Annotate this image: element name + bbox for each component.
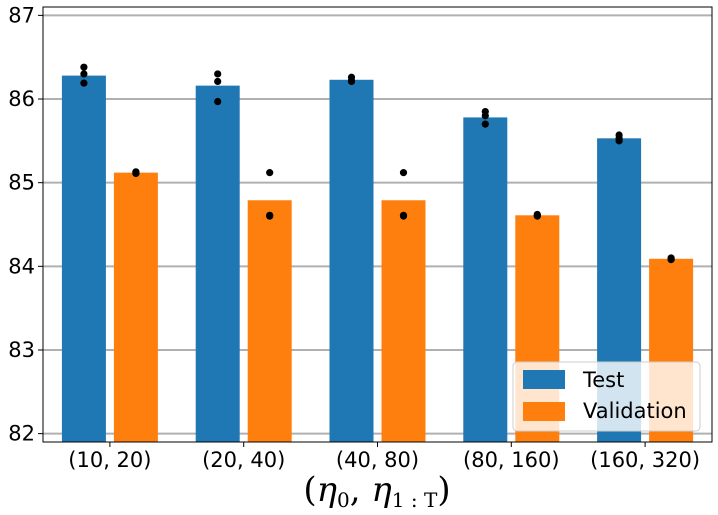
x-tick-label-3: (80, 160): [463, 448, 560, 472]
y-tick-label-86: 86: [8, 87, 35, 111]
point-test-0-1: [80, 70, 88, 78]
bar-validation-2: [381, 200, 426, 442]
x-axis-label-separator: ,: [350, 470, 372, 510]
x-tick-label-2: (40, 80): [336, 448, 419, 472]
point-validation-4-2: [667, 256, 675, 264]
y-tick-label-87: 87: [8, 3, 35, 27]
point-validation-2-0: [399, 169, 408, 177]
bar-test-3: [463, 117, 508, 442]
y-tick-label-85: 85: [8, 171, 35, 195]
x-axis-label-sub0: 0: [337, 488, 350, 512]
point-test-1-2: [214, 97, 222, 106]
axis-ticks: 82 83 84 85 86 87 (10, 20) (20, 40) (40, 80) (80,…: [8, 3, 700, 472]
x-axis-label: (η0, η1 : T): [303, 470, 450, 512]
bar-test-1: [195, 85, 240, 442]
x-axis-label-eta1T: η: [371, 470, 392, 510]
legend: Test Validation: [512, 361, 701, 432]
y-tick-label-82: 82: [8, 422, 35, 446]
bar-test-2: [329, 79, 374, 443]
bar-test-0: [61, 75, 106, 442]
data-points: [80, 63, 675, 264]
point-test-3-1: [481, 112, 489, 120]
legend-swatch-test: [523, 370, 565, 389]
point-test-4-2: [615, 137, 623, 145]
x-tick-label-0: (10, 20): [68, 448, 151, 472]
bar-validation-1: [247, 200, 292, 442]
bar-validation-0: [113, 172, 158, 442]
point-validation-1-2: [266, 212, 274, 220]
x-axis-label-open: (: [303, 470, 316, 510]
legend-label-validation: Validation: [583, 399, 687, 423]
legend-swatch-validation: [523, 402, 565, 421]
y-tick-label-83: 83: [8, 338, 35, 362]
x-axis-label-eta0: η: [317, 470, 338, 510]
point-test-2-2: [347, 77, 356, 86]
x-tick-label-4: (160, 320): [590, 448, 700, 472]
y-tick-label-84: 84: [8, 254, 35, 278]
point-validation-0-2: [132, 169, 140, 178]
point-validation-2-2: [399, 212, 408, 220]
x-axis-label-sub1T: 1 : T: [392, 488, 438, 512]
point-test-3-2: [481, 120, 489, 128]
point-test-1-1: [214, 77, 222, 86]
x-axis-label-close: ): [437, 470, 450, 510]
legend-label-test: Test: [582, 368, 624, 392]
x-tick-label-1: (20, 40): [202, 448, 285, 472]
point-validation-1-0: [266, 169, 274, 177]
point-test-0-0: [80, 63, 88, 71]
point-test-0-2: [80, 79, 88, 87]
point-test-1-0: [214, 70, 222, 78]
point-validation-3-2: [533, 212, 541, 220]
